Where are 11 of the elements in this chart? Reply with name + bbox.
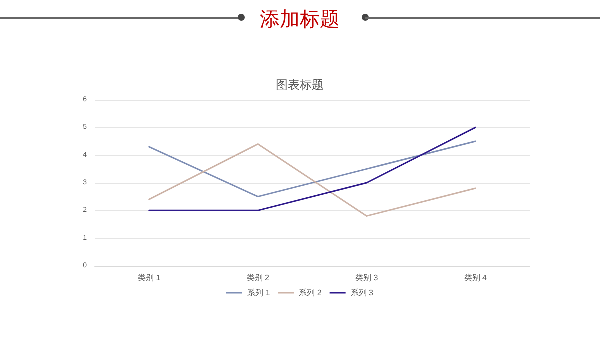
line-series (148, 140, 476, 198)
x-tick-label: 类别 3 (356, 274, 379, 282)
x-tick-label: 类别 1 (138, 274, 162, 282)
chart-subtitle: 图表标题 (276, 78, 324, 92)
legend-label: 系列 3 (350, 288, 374, 298)
line-series (148, 144, 476, 217)
chart-title: 添加标题 (260, 9, 340, 31)
x-tick-label: 类别 2 (246, 274, 270, 282)
legend-label: 系列 1 (247, 288, 271, 298)
x-tick-label: 类别 4 (464, 274, 488, 282)
legend-label: 系列 2 (299, 288, 322, 298)
